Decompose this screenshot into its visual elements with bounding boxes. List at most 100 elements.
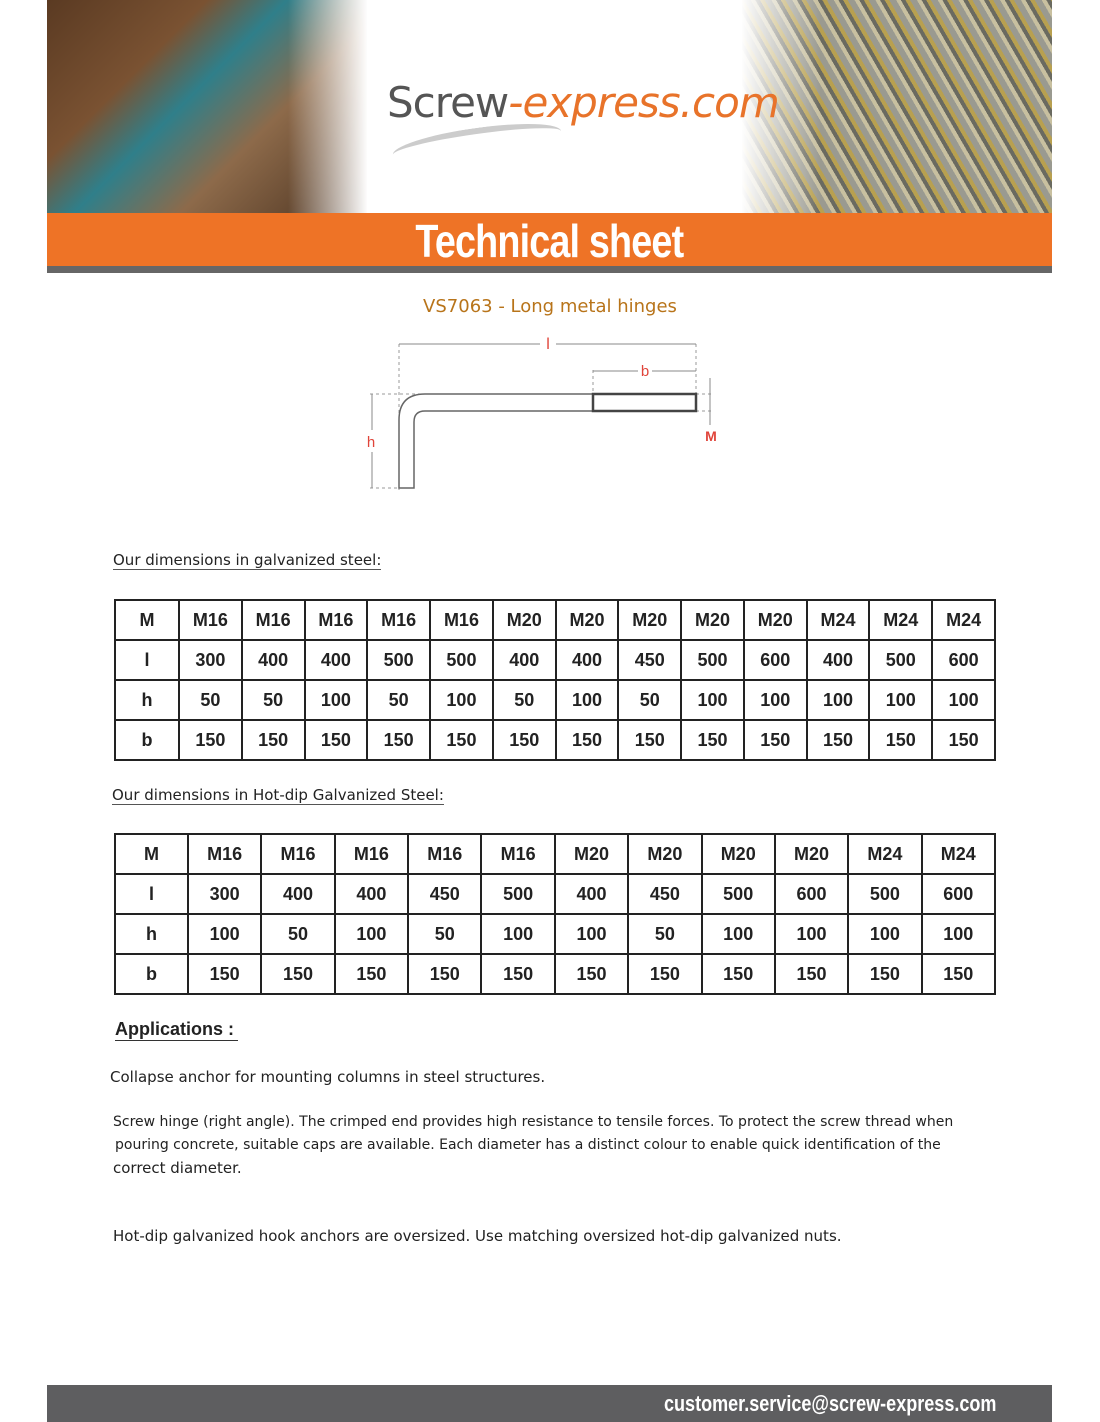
- table-cell: 150: [847, 953, 923, 995]
- table-cell: 150: [491, 719, 557, 761]
- logo: Screw-express.com: [387, 78, 780, 127]
- page-title: Technical sheet: [415, 215, 685, 267]
- table-cell: 50: [366, 679, 432, 721]
- table-cell: 150: [920, 953, 997, 995]
- table-cell: 150: [407, 953, 483, 995]
- hinge-diagram: l b h M: [367, 336, 717, 490]
- table-cell: 150: [773, 953, 850, 995]
- applications-text-2c: correct diameter.: [113, 1159, 242, 1177]
- table-cell: 150: [553, 953, 630, 995]
- hot-dip-table: M M16 M16 M16 M16 M16 M20 M20 M20 M20 M24 M24 l 300 40…: [114, 833, 997, 995]
- table-cell: 50: [240, 679, 306, 721]
- table-cell: 50: [407, 913, 483, 955]
- table-cell: M20: [491, 599, 557, 641]
- table-cell: 500: [847, 873, 923, 915]
- table-cell: M20: [554, 599, 620, 641]
- table-cell: 300: [178, 639, 243, 681]
- label-b: b: [641, 363, 649, 380]
- table-cell: M16: [186, 833, 263, 875]
- row-header-cell: b: [114, 953, 189, 995]
- table-cell: 400: [303, 639, 369, 681]
- label-m: M: [705, 428, 717, 444]
- footer-email[interactable]: customer.service@screw-express.com: [663, 1391, 996, 1416]
- table-cell: 100: [742, 679, 808, 721]
- tools-photo: [47, 0, 368, 213]
- table-cell: M20: [680, 599, 745, 641]
- table-row: b 150 150 150 150 150 150 150 150 150 150 150 150 150: [114, 719, 996, 761]
- table-cell: 600: [931, 639, 996, 681]
- table-cell: 100: [553, 913, 630, 955]
- table-cell: 100: [480, 913, 556, 955]
- table-cell: 150: [868, 719, 934, 761]
- table-cell: 500: [366, 639, 432, 681]
- table-cell: 150: [178, 719, 243, 761]
- table-cell: 100: [429, 679, 494, 721]
- table-cell: 500: [480, 873, 556, 915]
- table-cell: M16: [407, 833, 483, 875]
- table-cell: 450: [617, 639, 683, 681]
- table-row: b 150 150 150 150 150 150 150 150 150 150 150: [114, 953, 997, 995]
- table-cell: 150: [260, 953, 336, 995]
- table-cell: 400: [240, 639, 306, 681]
- table-row: h 50 50 100 50 100 50 100 50 100 100 100 100 100: [114, 679, 996, 721]
- table-cell: M20: [773, 833, 850, 875]
- table-cell: M16: [303, 599, 369, 641]
- table-row: M M16 M16 M16 M16 M16 M20 M20 M20 M20 M24 M24: [114, 833, 997, 875]
- logo-part2: -express.com: [508, 78, 779, 127]
- table-cell: M16: [260, 833, 336, 875]
- table-cell: M16: [240, 599, 306, 641]
- table-cell: 100: [931, 679, 996, 721]
- table-cell: 500: [680, 639, 745, 681]
- table-cell: 300: [186, 873, 263, 915]
- header-banner: Screw-express.com: [47, 0, 1052, 213]
- table-cell: 600: [920, 873, 997, 915]
- table-cell: 150: [303, 719, 369, 761]
- table-cell: 400: [805, 639, 871, 681]
- screws-photo: [741, 0, 1052, 213]
- table-cell: 50: [627, 913, 703, 955]
- table-cell: 100: [847, 913, 923, 955]
- applications-text-3: Hot-dip galvanized hook anchors are over…: [113, 1227, 842, 1245]
- divider: [47, 266, 1052, 273]
- table-cell: 150: [617, 719, 683, 761]
- table-cell: 150: [680, 719, 745, 761]
- product-title: VS7063 - Long metal hinges: [423, 296, 677, 317]
- table-cell: M20: [617, 599, 683, 641]
- table-cell: 400: [553, 873, 630, 915]
- title-bar: Technical sheet: [47, 213, 1052, 267]
- table-cell: 500: [429, 639, 494, 681]
- galvanized-table: M M16 M16 M16 M16 M16 M20 M20 M20 M20 M20 M24 M24 M24…: [114, 599, 996, 761]
- table-cell: 100: [680, 679, 745, 721]
- table-row: l 300 400 400 500 500 400 400 450 500 600 400 500 600: [114, 639, 996, 681]
- table-cell: 400: [554, 639, 620, 681]
- table-cell: M24: [868, 599, 934, 641]
- table-cell: 100: [554, 679, 620, 721]
- label-h: h: [367, 434, 375, 451]
- table-cell: 450: [407, 873, 483, 915]
- label-l: l: [546, 336, 550, 353]
- table-cell: 150: [333, 953, 410, 995]
- table-cell: 150: [366, 719, 432, 761]
- table-cell: 100: [773, 913, 850, 955]
- table-cell: 150: [805, 719, 871, 761]
- table-cell: M24: [920, 833, 997, 875]
- applications-text-1: Collapse anchor for mounting columns in …: [110, 1068, 546, 1086]
- table-cell: 150: [554, 719, 620, 761]
- table-cell: 150: [480, 953, 556, 995]
- table-cell: 600: [773, 873, 850, 915]
- table-cell: 150: [742, 719, 808, 761]
- row-header-cell: l: [114, 639, 180, 681]
- table-cell: M16: [366, 599, 432, 641]
- table-cell: M20: [742, 599, 808, 641]
- table-cell: 450: [627, 873, 703, 915]
- table-cell: 500: [700, 873, 776, 915]
- table-row: h 100 50 100 50 100 100 50 100 100 100 100: [114, 913, 997, 955]
- table-cell: 400: [491, 639, 557, 681]
- hot-dip-heading: Our dimensions in Hot-dip Galvanized Ste…: [112, 786, 444, 805]
- table-cell: M16: [429, 599, 494, 641]
- table-cell: 400: [333, 873, 410, 915]
- table-row: l 300 400 400 450 500 400 450 500 600 500 600: [114, 873, 997, 915]
- table-cell: 150: [240, 719, 306, 761]
- table-cell: 100: [186, 913, 263, 955]
- row-header-cell: M: [114, 599, 180, 641]
